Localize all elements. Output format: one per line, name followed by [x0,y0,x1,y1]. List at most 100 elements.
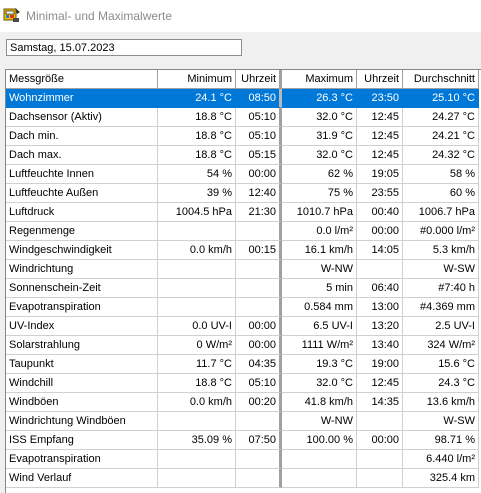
cell-average: 1006.7 hPa [403,203,479,222]
cell-name: Windrichtung Windböen [6,412,158,431]
cell-name: Dach min. [6,127,158,146]
cell-minimum: 0.0 km/h [158,241,236,260]
cell-min-time: 00:00 [236,317,282,336]
cell-average: 24.32 °C [403,146,479,165]
cell-maximum: 6.5 UV-I [282,317,357,336]
cell-maximum: 0.584 mm [282,298,357,317]
cell-average: 324 W/m² [403,336,479,355]
min-max-table[interactable]: Messgröße Minimum Uhrzeit Maximum Uhrzei… [5,69,481,493]
cell-min-time: 00:20 [236,393,282,412]
cell-max-time: 14:05 [357,241,403,260]
header-minimum[interactable]: Minimum [158,70,236,89]
cell-minimum: 0.0 km/h [158,393,236,412]
cell-name: Wind Verlauf [6,469,158,488]
cell-max-time: 00:40 [357,203,403,222]
cell-minimum [158,279,236,298]
cell-max-time: 14:35 [357,393,403,412]
cell-min-time: 21:30 [236,203,282,222]
cell-minimum: 18.8 °C [158,146,236,165]
cell-minimum [158,260,236,279]
cell-maximum: 0.0 l/m² [282,222,357,241]
cell-average: W-SW [403,412,479,431]
table-row[interactable]: ISS Empfang 35.09 % 07:50 100.00 % 00:00 98.7… [6,431,481,450]
cell-name: ISS Empfang [6,431,158,450]
cell-min-time [236,222,282,241]
cell-max-time: 13:40 [357,336,403,355]
table-row[interactable]: Regenmenge 0.0 l/m² 00:00 #0.000 l/m² [6,222,481,241]
cell-maximum: W-NW [282,412,357,431]
cell-maximum: 32.0 °C [282,374,357,393]
table-row[interactable]: Dach min. 18.8 °C 05:10 31.9 °C 12:45 24.21 °… [6,127,481,146]
table-row[interactable]: Windchill 18.8 °C 05:10 32.0 °C 12:45 24.3 °C [6,374,481,393]
cell-average: 2.5 UV-I [403,317,479,336]
cell-min-time [236,412,282,431]
cell-name: Dachsensor (Aktiv) [6,108,158,127]
cell-max-time: 06:40 [357,279,403,298]
cell-minimum: 0 W/m² [158,336,236,355]
table-row[interactable]: Windgeschwindigkeit 0.0 km/h 00:15 16.1 km/… [6,241,481,260]
cell-minimum [158,450,236,469]
table-row[interactable]: Evapotranspiration 6.440 l/m² [6,450,481,469]
cell-maximum: 1010.7 hPa [282,203,357,222]
title-bar[interactable]: Minimal- und Maximalwerte [0,0,481,32]
cell-minimum: 35.09 % [158,431,236,450]
table-row[interactable]: Luftfeuchte Außen 39 % 12:40 75 % 23:55 60 % [6,184,481,203]
cell-maximum: 62 % [282,165,357,184]
cell-average: 98.71 % [403,431,479,450]
cell-maximum: 16.1 km/h [282,241,357,260]
table-row[interactable]: Solarstrahlung 0 W/m² 00:00 1111 W/m² 13:40 3… [6,336,481,355]
cell-min-time: 07:50 [236,431,282,450]
table-row[interactable]: Wohnzimmer 24.1 °C 08:50 26.3 °C 23:50 25.10 … [6,89,481,108]
cell-name: Solarstrahlung [6,336,158,355]
cell-max-time: 19:05 [357,165,403,184]
cell-maximum: 100.00 % [282,431,357,450]
table-row[interactable]: UV-Index 0.0 UV-I 00:00 6.5 UV-I 13:20 2.5 UV… [6,317,481,336]
cell-minimum: 18.8 °C [158,108,236,127]
cell-maximum: 32.0 °C [282,108,357,127]
cell-minimum: 18.8 °C [158,374,236,393]
table-row[interactable]: Luftdruck 1004.5 hPa 21:30 1010.7 hPa 00:40 1… [6,203,481,222]
cell-max-time: 23:55 [357,184,403,203]
cell-maximum [282,469,357,488]
window-title: Minimal- und Maximalwerte [26,9,173,23]
cell-min-time: 00:15 [236,241,282,260]
cell-min-time: 12:40 [236,184,282,203]
cell-average: #7:40 h [403,279,479,298]
table-row[interactable]: Windrichtung W-NW W-SW [6,260,481,279]
table-row[interactable]: Sonnenschein-Zeit 5 min 06:40 #7:40 h [6,279,481,298]
table-row[interactable]: Luftfeuchte Innen 54 % 00:00 62 % 19:05 58 % [6,165,481,184]
cell-max-time: 00:00 [357,431,403,450]
cell-minimum: 0.0 UV-I [158,317,236,336]
header-maximum[interactable]: Maximum [282,70,357,89]
cell-name: Luftfeuchte Außen [6,184,158,203]
cell-minimum: 18.8 °C [158,127,236,146]
cell-maximum: W-NW [282,260,357,279]
table-row[interactable]: Dachsensor (Aktiv) 18.8 °C 05:10 32.0 °C 12:… [6,108,481,127]
header-durchschnitt[interactable]: Durchschnitt [403,70,479,89]
cell-min-time: 05:15 [236,146,282,165]
table-row[interactable]: Dach max. 18.8 °C 05:15 32.0 °C 12:45 24.32 °… [6,146,481,165]
cell-max-time: 13:00 [357,298,403,317]
cell-min-time [236,279,282,298]
cell-min-time [236,450,282,469]
cell-min-time: 05:10 [236,127,282,146]
table-row[interactable]: Windböen 0.0 km/h 00:20 41.8 km/h 14:35 13.6 … [6,393,481,412]
header-messgroesse[interactable]: Messgröße [6,70,158,89]
cell-minimum: 39 % [158,184,236,203]
table-row[interactable]: Wind Verlauf 325.4 km [6,469,481,488]
cell-name: Windgeschwindigkeit [6,241,158,260]
date-field[interactable]: Samstag, 15.07.2023 [6,39,242,56]
cell-max-time: 12:45 [357,146,403,165]
cell-name: Windrichtung [6,260,158,279]
table-row[interactable]: Windrichtung Windböen W-NW W-SW [6,412,481,431]
header-max-time[interactable]: Uhrzeit [357,70,403,89]
cell-maximum: 5 min [282,279,357,298]
header-min-time[interactable]: Uhrzeit [236,70,282,89]
cell-maximum: 19.3 °C [282,355,357,374]
table-row[interactable]: Evapotranspiration 0.584 mm 13:00 #4.369 mm [6,298,481,317]
cell-min-time [236,469,282,488]
cell-minimum [158,222,236,241]
cell-max-time: 19:00 [357,355,403,374]
cell-min-time: 00:00 [236,336,282,355]
table-row[interactable]: Taupunkt 11.7 °C 04:35 19.3 °C 19:00 15.6 °C [6,355,481,374]
